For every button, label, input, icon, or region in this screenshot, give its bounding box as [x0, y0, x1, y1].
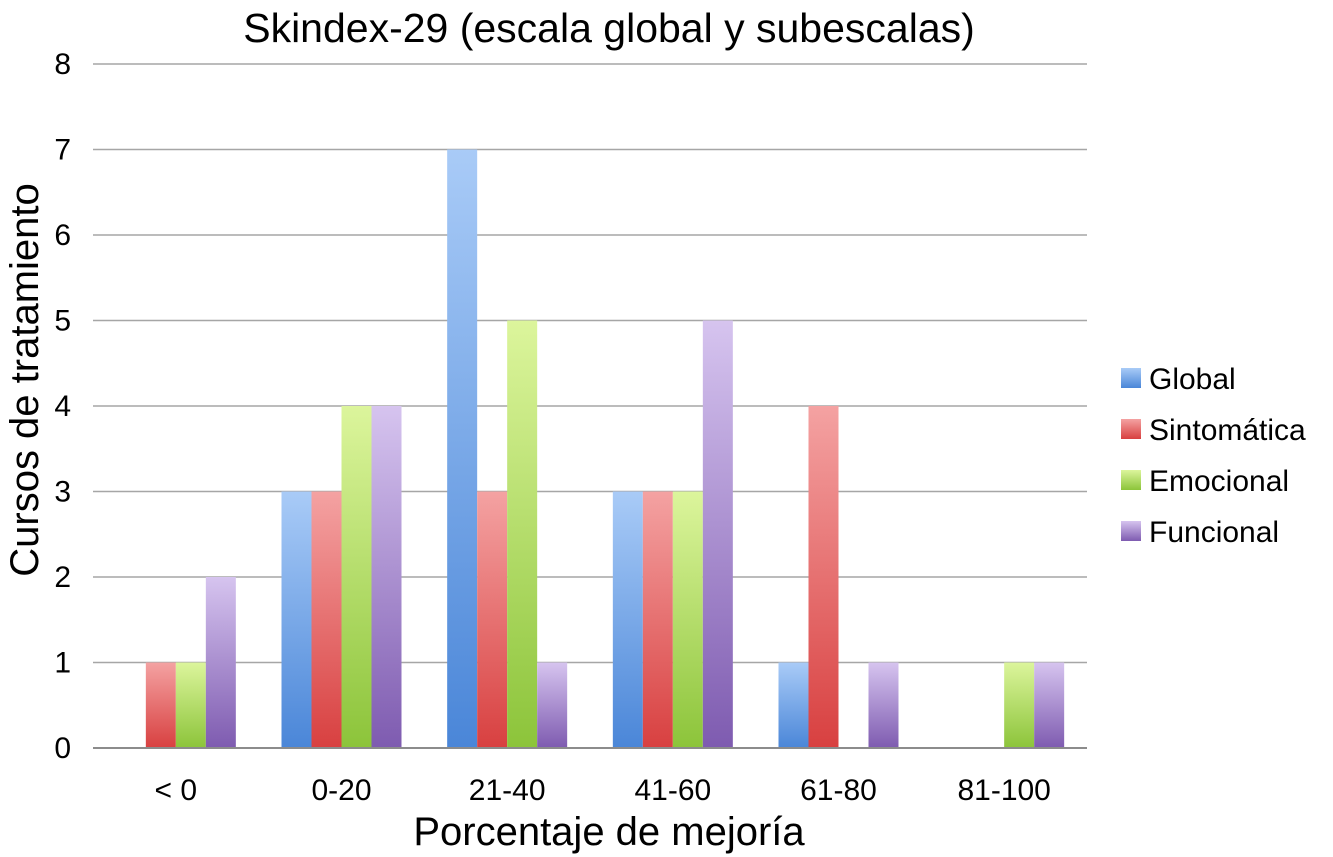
bar-sintomática-3 — [642, 491, 673, 748]
y-axis-ticks: 0 1 2 3 4 5 6 7 8 — [54, 48, 71, 765]
y-tick-label: 0 — [54, 732, 71, 765]
y-tick-label: 1 — [54, 647, 71, 680]
x-axis-ticks: < 0 0-20 21-40 41-60 61-80 81-100 — [155, 774, 1051, 807]
legend-label-emocional: Emocional — [1149, 465, 1289, 498]
legend-label-funcional: Funcional — [1149, 516, 1279, 549]
y-tick-label: 7 — [54, 134, 71, 167]
x-tick-label: 21-40 — [469, 774, 546, 807]
bar-funcional-1 — [371, 406, 402, 748]
y-axis-label: Cursos de tratamiento — [3, 183, 47, 577]
bar-emocional-3 — [672, 491, 703, 748]
y-tick-label: 8 — [54, 48, 71, 81]
bar-funcional-2 — [537, 662, 568, 748]
bar-global-2 — [447, 149, 478, 748]
y-tick-label: 6 — [54, 219, 71, 252]
legend: Global Sintomática Emocional Funcional — [1121, 363, 1306, 549]
legend-swatch-sintomática — [1121, 419, 1141, 439]
bar-sintomática-4 — [808, 406, 839, 748]
legend-label-global: Global — [1149, 363, 1236, 396]
gridlines — [93, 63, 1087, 664]
legend-swatch-funcional — [1121, 521, 1141, 541]
x-axis-label: Porcentaje de mejoría — [413, 810, 805, 854]
legend-swatch-global — [1121, 368, 1141, 388]
x-tick-label: < 0 — [155, 774, 198, 807]
y-tick-label: 2 — [54, 561, 71, 594]
y-tick-label: 4 — [54, 390, 71, 423]
bar-funcional-0 — [205, 577, 236, 748]
bar-sintomática-1 — [311, 491, 342, 748]
legend-swatch-emocional — [1121, 470, 1141, 490]
bar-emocional-2 — [507, 320, 538, 748]
bars — [145, 149, 1065, 748]
y-tick-label: 3 — [54, 476, 71, 509]
bar-emocional-1 — [341, 406, 372, 748]
bar-funcional-5 — [1034, 662, 1065, 748]
bar-emocional-5 — [1004, 662, 1035, 748]
bar-funcional-4 — [868, 662, 899, 748]
x-tick-label: 61-80 — [800, 774, 877, 807]
bar-sintomática-0 — [145, 662, 176, 748]
bar-emocional-0 — [175, 662, 206, 748]
bar-global-4 — [778, 662, 809, 748]
bar-global-3 — [612, 491, 643, 748]
x-tick-label: 81-100 — [957, 774, 1050, 807]
legend-label-sintomática: Sintomática — [1149, 414, 1306, 447]
x-tick-label: 0-20 — [311, 774, 371, 807]
x-tick-label: 41-60 — [634, 774, 711, 807]
chart-title: Skindex-29 (escala global y subescalas) — [243, 5, 975, 51]
bar-global-1 — [281, 491, 312, 748]
y-tick-label: 5 — [54, 305, 71, 338]
bar-funcional-3 — [702, 320, 733, 748]
bar-sintomática-2 — [477, 491, 508, 748]
